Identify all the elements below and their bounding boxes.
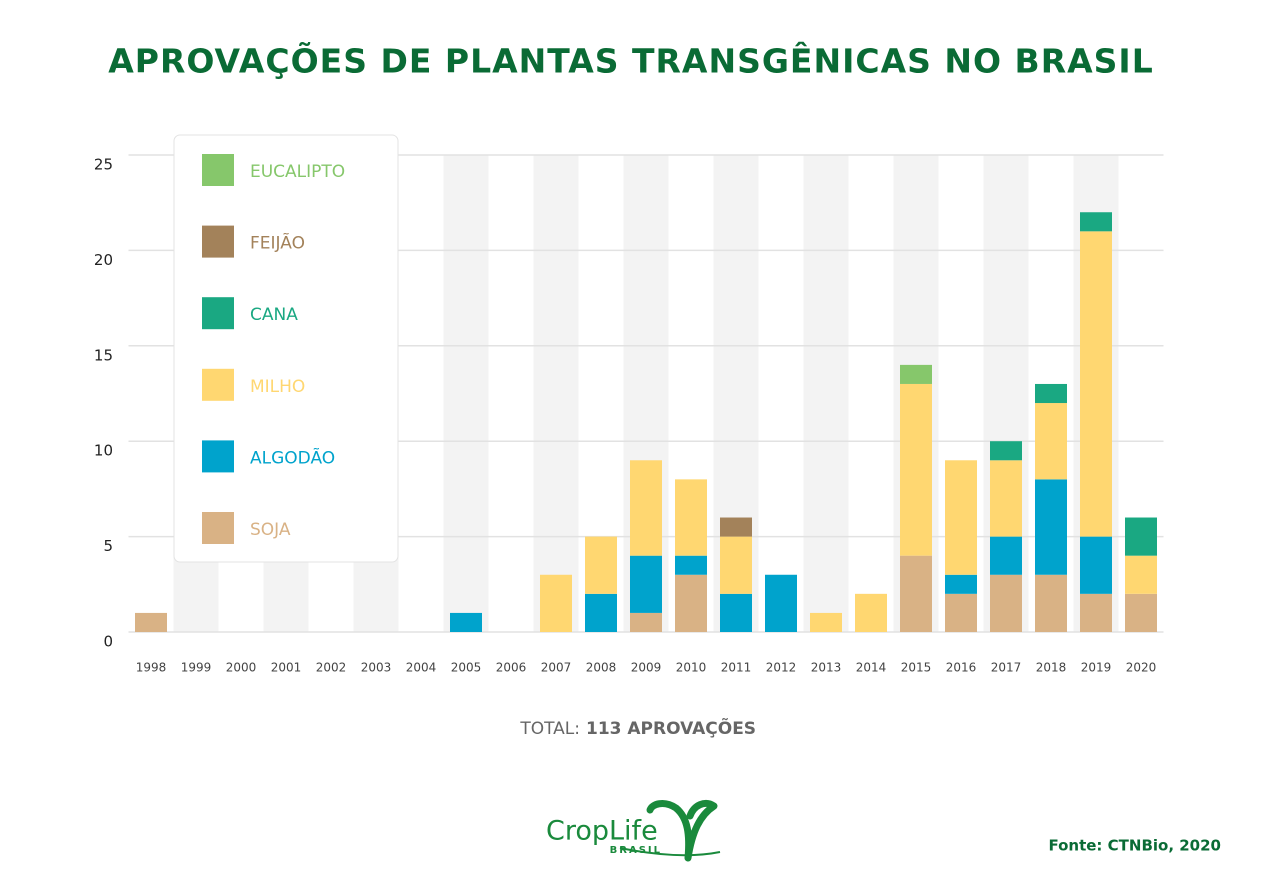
bar-segment (1125, 593, 1157, 632)
bar-segment (585, 536, 617, 594)
x-tick-label: 2009 (631, 661, 662, 675)
bar-segment (945, 574, 977, 594)
logo-text: CropLife (546, 816, 658, 847)
logo-icon (646, 799, 718, 862)
x-tick-label: 2002 (316, 661, 347, 675)
bar-segment (450, 612, 482, 632)
y-tick-label: 15 (94, 346, 113, 364)
bar-segment (630, 555, 662, 613)
x-tick-label: 2013 (811, 661, 842, 675)
bar-segment (810, 612, 842, 632)
bar-segment (1080, 231, 1112, 537)
legend-swatch (202, 225, 234, 258)
x-tick-label: 2000 (226, 661, 257, 675)
y-tick-label: 10 (94, 442, 113, 460)
x-tick-label: 2017 (991, 661, 1022, 675)
bar-segment (720, 517, 752, 537)
legend-swatch (202, 512, 234, 544)
logo-sub: BRASIL (610, 845, 662, 856)
bar-segment (630, 612, 662, 632)
legend-label: EUCALIPTO (250, 162, 345, 182)
x-tick-label: 2019 (1081, 661, 1112, 675)
total-label: TOTAL: (519, 719, 580, 739)
bar-segment (1080, 212, 1112, 232)
x-tick-label: 1998 (136, 661, 167, 675)
legend-label: MILHO (250, 377, 305, 397)
legend-label: CANA (250, 305, 298, 325)
bar-segment (675, 555, 707, 575)
bar-segment (900, 364, 932, 384)
legend-label: SOJA (250, 520, 291, 540)
bar-segment (855, 593, 887, 632)
column-stripe (533, 155, 579, 632)
legend-box (173, 134, 399, 563)
x-tick-label: 2004 (406, 661, 437, 675)
legend-swatch (202, 297, 234, 330)
x-tick-label: 2008 (586, 661, 617, 675)
x-tick-label: 2010 (676, 661, 707, 675)
chart-title: APROVAÇÕES DE PLANTAS TRANSGÊNICAS NO BR… (108, 41, 1153, 81)
x-tick-label: 2015 (901, 661, 932, 675)
column-stripe (443, 155, 489, 632)
bar-segment (1125, 555, 1157, 594)
total-value: 113 APROVAÇÕES (586, 716, 756, 739)
bar-segment (990, 441, 1022, 461)
x-tick-label: 2006 (496, 661, 527, 675)
bar-segment (720, 593, 752, 632)
source: Fonte: CTNBio, 2020 (1048, 837, 1221, 855)
bar-segment (900, 555, 932, 632)
bar-segment (675, 479, 707, 556)
bar-segment (135, 612, 167, 632)
x-tick-label: 2014 (856, 661, 887, 675)
bar-segment (945, 460, 977, 575)
x-tick-label: 2003 (361, 661, 392, 675)
column-stripe (803, 155, 849, 632)
bar-segment (540, 574, 572, 632)
bar-segment (765, 574, 797, 632)
legend: SOJA ALGODÃO MILHO CANA FEIJÃO EUCALIPTO (202, 154, 345, 544)
bar-segment (900, 383, 932, 556)
bar-segment (990, 574, 1022, 632)
bar-segment (990, 460, 1022, 537)
x-tick-label: 2016 (946, 661, 977, 675)
bar-segment (1035, 574, 1067, 632)
bar-segment (1035, 403, 1067, 480)
bar-segment (585, 593, 617, 632)
legend-swatch (202, 154, 234, 186)
x-tick-label: 2007 (541, 661, 572, 675)
logo-swoosh (619, 847, 721, 857)
bar-segment (1035, 479, 1067, 575)
legend-swatch (202, 368, 234, 401)
x-tick-label: 1999 (181, 661, 212, 675)
bar-segment (675, 574, 707, 632)
legend-label: FEIJÃO (250, 232, 305, 254)
x-tick-label: 2018 (1036, 661, 1067, 675)
bar-segment (1080, 593, 1112, 632)
x-tick-label: 2020 (1126, 661, 1157, 675)
x-tick-label: 2001 (271, 661, 302, 675)
plot: 0 5 10 15 20 25 1998 1999 2000 2001 2002 2003 2004 20… (94, 154, 1164, 675)
x-tick-label: 2011 (721, 661, 752, 675)
legend-label: ALGODÃO (250, 446, 335, 468)
bar-segment (630, 460, 662, 556)
y-tick-label: 25 (94, 156, 113, 174)
x-tick-label: 2012 (766, 661, 797, 675)
bar-segment (720, 536, 752, 594)
y-tick-label: 0 (103, 633, 113, 651)
legend-swatch (202, 440, 234, 473)
bar-segment (1125, 517, 1157, 556)
x-tick-label: 2005 (451, 661, 482, 675)
bar-segment (1080, 536, 1112, 594)
y-tick-label: 5 (103, 537, 113, 555)
bar-segment (1035, 383, 1067, 404)
bar-segment (990, 536, 1022, 575)
bar-segment (945, 593, 977, 632)
y-tick-label: 20 (94, 251, 113, 269)
